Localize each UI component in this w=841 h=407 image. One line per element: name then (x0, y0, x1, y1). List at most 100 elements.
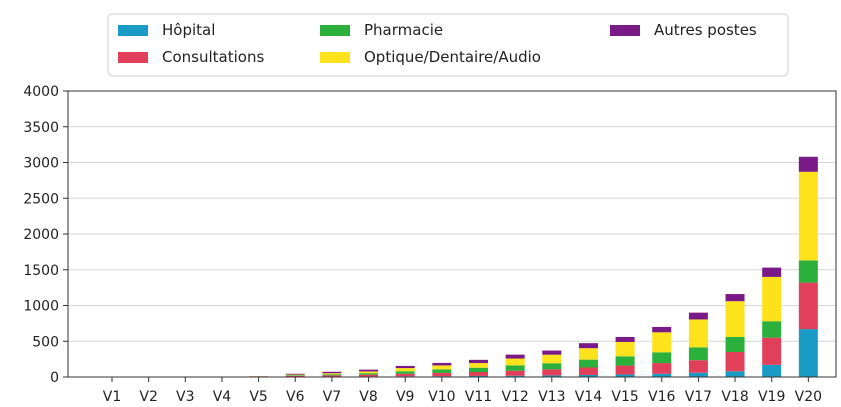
y-tick-label: 3500 (23, 120, 59, 136)
bar-segment (432, 373, 451, 376)
bar-segment (322, 372, 341, 373)
bar-segment (542, 363, 561, 369)
bar-segment (432, 365, 451, 369)
bar-segment (799, 157, 818, 172)
legend-swatch (118, 25, 148, 36)
x-tick-label: V16 (648, 389, 675, 403)
bar-segment (396, 374, 415, 377)
bar-segment (616, 342, 635, 356)
x-tick-label: V15 (611, 389, 638, 403)
bar-segment (762, 268, 781, 277)
bar-segment (469, 368, 488, 372)
bar-segment (762, 321, 781, 337)
x-tick-label: V8 (359, 389, 377, 403)
x-tick-label: V12 (501, 389, 528, 403)
y-tick-label: 2500 (23, 191, 59, 207)
legend-label: Pharmacie (364, 21, 443, 39)
bar-segment (542, 355, 561, 364)
bar-segment (579, 360, 598, 368)
bar-segment (726, 352, 745, 371)
x-tick-label: V2 (139, 389, 157, 403)
x-tick-label: V20 (795, 389, 822, 403)
bar-segment (359, 373, 378, 374)
legend-label: Hôpital (162, 21, 215, 39)
bar-segment (359, 371, 378, 373)
x-tick-label: V5 (249, 389, 267, 403)
bar-segment (396, 366, 415, 368)
x-tick-label: V14 (575, 389, 602, 403)
x-tick-label: V11 (465, 389, 492, 403)
y-tick-label: 0 (50, 370, 59, 386)
x-tick-label: V13 (538, 389, 565, 403)
bar-segment (359, 370, 378, 372)
bar-segment (652, 363, 671, 374)
bar-segment (469, 363, 488, 368)
x-tick-label: V3 (176, 389, 194, 403)
y-tick-label: 2000 (23, 227, 59, 243)
y-tick-label: 1500 (23, 263, 59, 279)
bar-segment (506, 359, 525, 366)
bar-segment (506, 355, 525, 359)
bar-segment (322, 374, 341, 375)
bar-segment (579, 343, 598, 348)
x-tick-label: V4 (213, 389, 232, 403)
x-axis-ticks: V1 V2 V3 V4 V5 V6 V7 V8 V9 V10 V11 V12 V13 V14 V15 V16 V… (103, 377, 822, 403)
bar-segment (689, 313, 708, 320)
bar-segment (396, 371, 415, 374)
bar-segment (359, 375, 378, 377)
bar-segment (799, 260, 818, 282)
bar-segment (726, 294, 745, 301)
y-tick-label: 1000 (23, 299, 59, 315)
bar-segment (689, 319, 708, 347)
legend-label: Consultations (162, 48, 264, 66)
bar-segment (762, 277, 781, 321)
legend-label: Autres postes (654, 21, 757, 39)
bar-segment (286, 374, 305, 375)
bar-segment (432, 369, 451, 373)
gridlines (68, 91, 836, 377)
bar-segment (799, 283, 818, 329)
bar-segment (286, 375, 305, 376)
legend-swatch (610, 25, 640, 36)
bar-segment (689, 360, 708, 373)
bar-segment (579, 367, 598, 375)
legend-swatch (118, 52, 148, 63)
bar-segment (286, 375, 305, 376)
x-tick-label: V18 (721, 389, 748, 403)
y-tick-label: 4000 (23, 84, 59, 100)
bar-segment (432, 363, 451, 366)
x-tick-label: V1 (103, 389, 121, 403)
bar-segment (616, 366, 635, 375)
bar-segment (322, 375, 341, 376)
x-tick-label: V19 (758, 389, 785, 403)
bar-segment (652, 327, 671, 332)
bar-segment (469, 360, 488, 363)
bar-segment (616, 337, 635, 342)
legend: Hôpital Consultations Pharmacie Optique/Den… (108, 14, 788, 76)
y-tick-label: 3000 (23, 156, 59, 172)
bar-segment (652, 332, 671, 352)
bar-segment (689, 373, 708, 377)
bar-segment (506, 365, 525, 370)
bar-segment (542, 369, 561, 375)
x-tick-label: V9 (396, 389, 414, 403)
bar-segment (616, 356, 635, 365)
x-tick-label: V6 (286, 389, 305, 403)
x-tick-label: V10 (428, 389, 455, 403)
bar-segment (762, 338, 781, 365)
bar-segment (322, 373, 341, 374)
bar-segment (762, 365, 781, 377)
bar-segment (689, 347, 708, 360)
bar-segment (799, 329, 818, 377)
bar-segment (726, 301, 745, 337)
bars (249, 157, 818, 377)
bar-segment (506, 371, 525, 376)
bar-segment (469, 372, 488, 376)
legend-label: Optique/Dentaire/Audio (364, 48, 541, 66)
x-tick-label: V17 (685, 389, 712, 403)
x-tick-label: V7 (323, 389, 341, 403)
bar-segment (542, 351, 561, 355)
